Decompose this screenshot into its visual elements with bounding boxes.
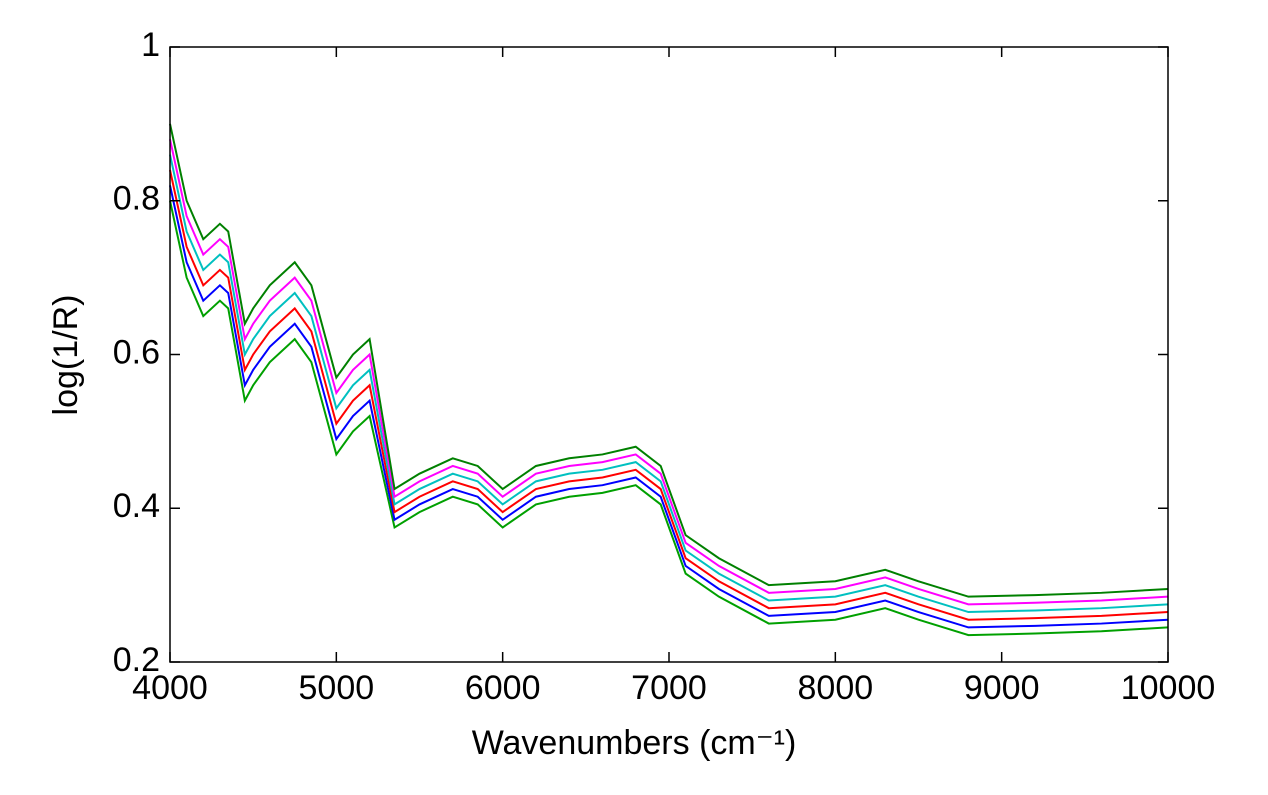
y-axis-label: log(1/R) <box>47 295 85 416</box>
x-tick-label: 4000 <box>132 669 208 707</box>
y-tick-label: 0.4 <box>113 487 160 525</box>
y-tick-label: 1 <box>141 26 160 64</box>
spectrum-line <box>169 185 1169 629</box>
x-tick-label: 5000 <box>299 669 375 707</box>
spectrum-line <box>169 154 1169 614</box>
x-tick-label: 10000 <box>1121 669 1216 707</box>
plot-frame <box>169 46 1169 663</box>
x-axis-label: Wavenumbers (cm⁻¹) <box>472 724 797 762</box>
x-tick-label: 8000 <box>798 669 874 707</box>
spectrum-line <box>169 139 1169 606</box>
y-tick-label: 0.6 <box>113 333 160 371</box>
y-tick-label: 0.2 <box>113 641 160 679</box>
spectrum-line <box>169 169 1169 621</box>
spectrum-line <box>169 123 1169 598</box>
spectrum-line <box>169 200 1169 637</box>
y-tick-label: 0.8 <box>113 180 160 218</box>
x-tick-label: 7000 <box>631 669 707 707</box>
x-tick-label: 9000 <box>964 669 1040 707</box>
x-tick-label: 6000 <box>465 669 541 707</box>
